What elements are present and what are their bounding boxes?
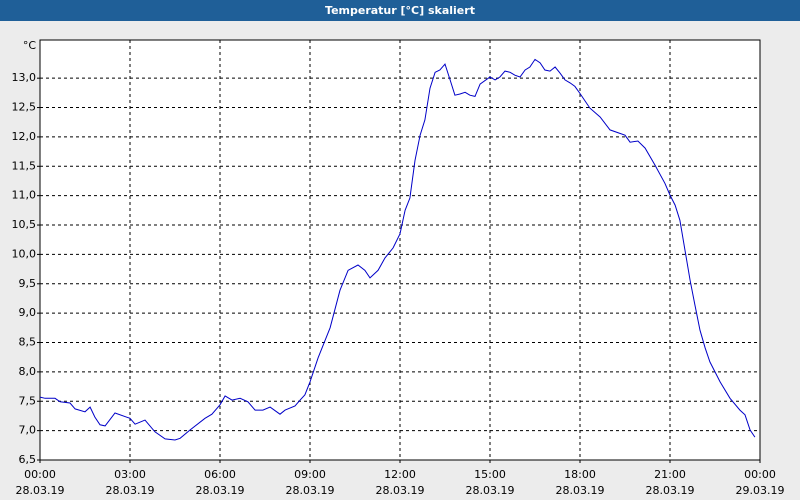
chart-title: Temperatur [°C] skaliert bbox=[325, 4, 475, 17]
x-tick-label: 00:00 bbox=[24, 468, 56, 481]
y-tick-label: 10,5 bbox=[12, 218, 37, 231]
x-tick-label: 12:00 bbox=[384, 468, 416, 481]
x-tick-date: 28.03.19 bbox=[286, 484, 335, 497]
y-tick-label: 7,5 bbox=[19, 394, 37, 407]
x-tick-label: 00:00 bbox=[744, 468, 776, 481]
y-tick-label: 12,0 bbox=[12, 130, 37, 143]
y-tick-label: 8,0 bbox=[19, 365, 37, 378]
y-tick-label: 13,0 bbox=[12, 71, 37, 84]
y-tick-label: 9,0 bbox=[19, 306, 37, 319]
y-tick-label: 7,0 bbox=[19, 424, 37, 437]
y-tick-label: 6,5 bbox=[19, 453, 37, 466]
x-tick-date: 28.03.19 bbox=[376, 484, 425, 497]
x-tick-label: 03:00 bbox=[114, 468, 146, 481]
x-tick-date: 28.03.19 bbox=[646, 484, 695, 497]
x-tick-label: 09:00 bbox=[294, 468, 326, 481]
x-tick-label: 21:00 bbox=[654, 468, 686, 481]
x-tick-label: 06:00 bbox=[204, 468, 236, 481]
x-tick-label: 15:00 bbox=[474, 468, 506, 481]
y-tick-label: 11,5 bbox=[12, 159, 37, 172]
x-tick-date: 29.03.19 bbox=[736, 484, 785, 497]
x-tick-date: 28.03.19 bbox=[466, 484, 515, 497]
y-tick-label: 10,0 bbox=[12, 247, 37, 260]
y-tick-label: 8,5 bbox=[19, 336, 37, 349]
x-tick-date: 28.03.19 bbox=[196, 484, 245, 497]
x-tick-date: 28.03.19 bbox=[106, 484, 155, 497]
title-bar bbox=[0, 0, 800, 21]
x-tick-label: 18:00 bbox=[564, 468, 596, 481]
x-tick-date: 28.03.19 bbox=[16, 484, 65, 497]
y-tick-label: 9,5 bbox=[19, 277, 37, 290]
y-tick-label: 11,0 bbox=[12, 189, 37, 202]
x-tick-date: 28.03.19 bbox=[556, 484, 605, 497]
plot-border bbox=[39, 39, 761, 461]
line-series bbox=[39, 58, 756, 441]
y-axis-label: °C bbox=[23, 39, 37, 52]
y-tick-label: 12,5 bbox=[12, 101, 37, 114]
